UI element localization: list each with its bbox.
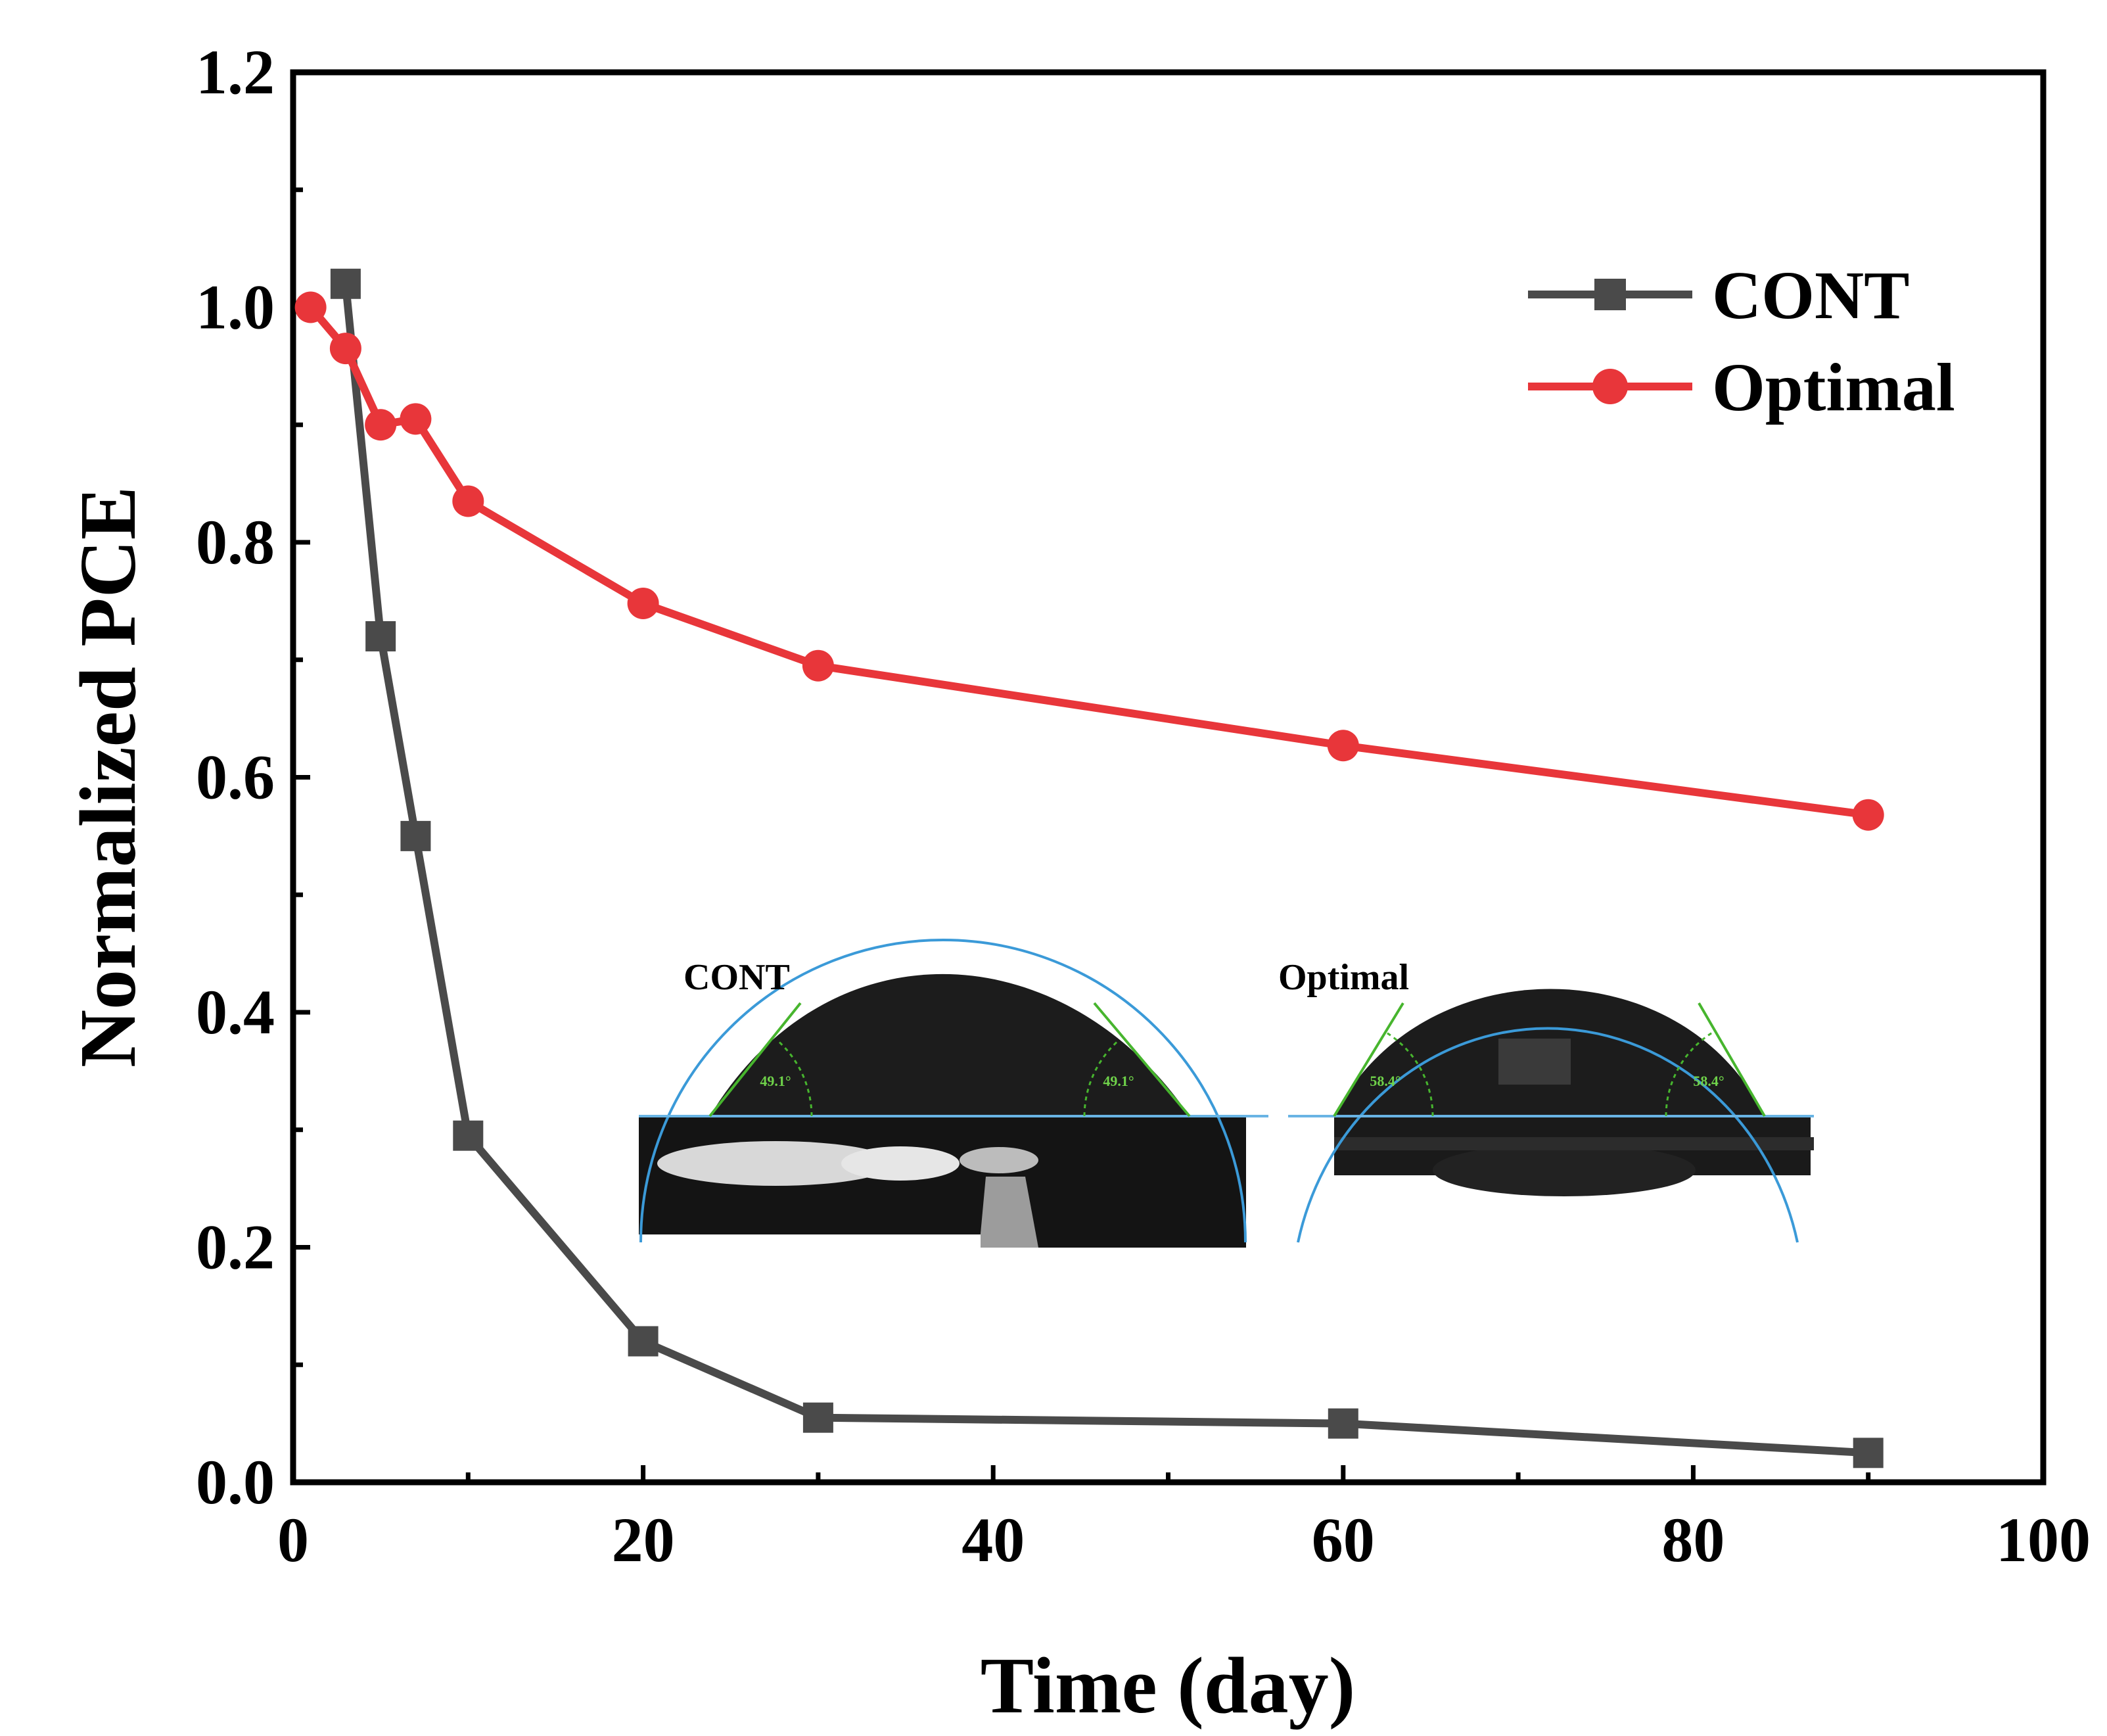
y-tick-label: 1.0: [196, 272, 275, 342]
y-tick-label: 0.2: [196, 1212, 275, 1282]
inset-optimal-tangent-left: [1333, 1002, 1404, 1117]
data-point-cont: [1328, 1408, 1358, 1439]
data-point-cont: [453, 1120, 484, 1151]
series-layer: [294, 268, 1884, 1468]
inset-optimal-angle-left: 58.4°: [1370, 1073, 1401, 1089]
inset-cont-angle-arc-left: [776, 1039, 813, 1117]
x-tick-label: 40: [961, 1505, 1025, 1575]
legend: CONT Optimal: [1528, 258, 1955, 425]
y-axis-title: Normalized PCE: [64, 486, 152, 1067]
x-axis-title: Time (day): [981, 1641, 1355, 1730]
inset-cont-angle-left: 49.1°: [760, 1073, 791, 1089]
legend-label-optimal: Optimal: [1712, 350, 1955, 425]
x-tick-label: 0: [277, 1505, 309, 1575]
inset-cont-label: CONT: [683, 957, 790, 998]
inset-cont-angle-right: 49.1°: [1103, 1073, 1134, 1089]
inset-optimal-angle-arc-right: [1665, 1031, 1714, 1117]
inset-optimal-angle-right: 58.4°: [1693, 1073, 1724, 1089]
data-point-optimal: [452, 485, 484, 517]
inset-cont-image: [639, 974, 1246, 1249]
data-point-optimal: [627, 587, 659, 619]
y-tick-label: 0.6: [196, 742, 275, 812]
data-point-cont: [330, 268, 361, 299]
contact-angle-inset: 49.1° 49.1° CONT 58.4° 58.4° Optimal: [639, 939, 1814, 1249]
data-point-optimal: [294, 291, 327, 323]
data-point-cont: [1853, 1438, 1884, 1468]
y-tick-label: 1.2: [196, 37, 275, 107]
data-point-optimal: [1852, 799, 1884, 831]
data-point-cont: [628, 1326, 659, 1357]
inset-optimal-label: Optimal: [1278, 957, 1409, 998]
data-point-optimal: [1327, 730, 1359, 762]
data-point-cont: [400, 820, 431, 851]
inset-cont-angle-arc-right: [1083, 1039, 1120, 1117]
y-tick-label: 0.4: [196, 977, 275, 1047]
x-tick-label: 20: [612, 1505, 675, 1575]
legend-label-cont: CONT: [1712, 258, 1909, 333]
legend-marker-cont: [1594, 279, 1626, 310]
x-tick-label: 60: [1312, 1505, 1375, 1575]
axis-ticks: 0 20 40 60 80 100 0.0 0.2 0.4 0.6 0.8 1.0 1.2: [196, 37, 2091, 1575]
x-tick-label: 100: [1996, 1505, 2091, 1575]
data-point-optimal: [802, 649, 834, 682]
data-point-cont: [802, 1402, 833, 1433]
inset-optimal-angle-arc-left: [1385, 1031, 1434, 1117]
data-point-optimal: [329, 333, 361, 365]
x-tick-label: 80: [1661, 1505, 1725, 1575]
data-point-optimal: [365, 409, 397, 441]
inset-optimal-image: [1288, 989, 1814, 1248]
data-point-optimal: [400, 403, 432, 435]
inset-cont-tangent-right: [1093, 1002, 1191, 1117]
data-point-cont: [365, 621, 396, 651]
legend-marker-optimal: [1592, 369, 1628, 404]
series-line-cont: [341, 283, 1869, 1457]
inset-cont-fit-circle: [639, 939, 1247, 1243]
inset-optimal-fit-circle: [1297, 1027, 1799, 1243]
inset-optimal-tangent-right: [1698, 1002, 1766, 1117]
y-tick-label: 0.0: [196, 1447, 275, 1517]
y-tick-label: 0.8: [196, 507, 275, 577]
inset-cont-tangent-left: [708, 1002, 802, 1117]
